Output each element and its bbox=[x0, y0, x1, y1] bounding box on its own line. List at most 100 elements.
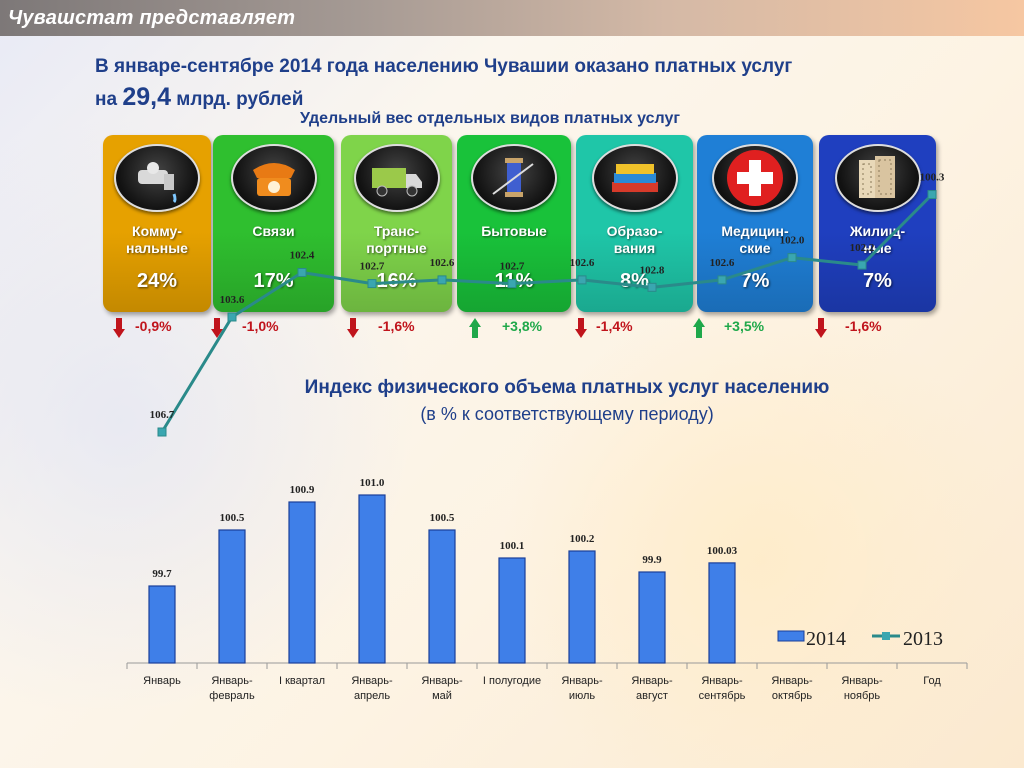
bar-data-label: 99.9 bbox=[642, 554, 662, 566]
tile-share-value: 17% bbox=[253, 270, 294, 292]
line-data-label: 102.6 bbox=[430, 257, 455, 269]
x-tick-label: июль bbox=[569, 690, 596, 702]
tile-label: Медицин-ские bbox=[697, 223, 813, 257]
line-point-2013 bbox=[857, 260, 867, 270]
telephone-icon bbox=[231, 144, 317, 212]
truck-icon bbox=[354, 144, 440, 212]
bar-2014 bbox=[428, 529, 456, 664]
x-tick-label: Январь- bbox=[771, 675, 813, 687]
medical-cross-icon bbox=[712, 144, 798, 212]
arrow-down-icon bbox=[575, 318, 587, 338]
tile-label-line: вания bbox=[613, 240, 656, 256]
tile-label-line: Медицин- bbox=[721, 223, 789, 239]
arrow-up-icon bbox=[693, 318, 705, 338]
x-tick-label: Январь- bbox=[351, 675, 393, 687]
line-data-label: 102.4 bbox=[290, 249, 315, 261]
headline-suffix: млрд. рублей bbox=[171, 89, 304, 110]
legend-bar-swatch bbox=[777, 630, 805, 642]
bar-data-label: 100.5 bbox=[430, 512, 455, 524]
line-data-label: 100.3 bbox=[920, 172, 945, 184]
service-tile: Медицин-ские 7% bbox=[697, 135, 813, 312]
tile-label-line: Связи bbox=[252, 223, 295, 239]
x-tick-label: ноябрь bbox=[844, 690, 881, 702]
x-tick-label: Январь- bbox=[701, 675, 743, 687]
x-tick-label: октябрь bbox=[772, 690, 812, 702]
x-tick-label: Январь- bbox=[841, 675, 883, 687]
tile-label: Связи bbox=[213, 223, 334, 240]
line-data-label: 102.6 bbox=[710, 257, 735, 269]
headline-line-2: на 29,4 млрд. рублей bbox=[95, 82, 975, 115]
tile-change-value: -1,6% bbox=[845, 318, 882, 334]
bar-data-label: 100.5 bbox=[220, 512, 245, 524]
tile-label-line: Транс- bbox=[373, 223, 420, 239]
line-point-2013 bbox=[787, 253, 797, 263]
line-point-2013 bbox=[367, 279, 377, 289]
bar-data-label: 100.03 bbox=[707, 545, 738, 557]
service-tile: Жилищ-ные 7% bbox=[819, 135, 936, 312]
legend-label-2014: 2014 bbox=[806, 628, 846, 650]
bar-2014 bbox=[568, 550, 596, 664]
x-tick-label: Январь- bbox=[421, 675, 463, 687]
bar-2014 bbox=[358, 494, 386, 664]
tile-label: Образо-вания bbox=[576, 223, 693, 257]
line-point-2013 bbox=[297, 267, 307, 277]
service-tile: Транс-портные 16% bbox=[341, 135, 452, 312]
bar-2014 bbox=[288, 501, 316, 664]
tile-label-line: Бытовые bbox=[481, 223, 547, 239]
x-tick-label: I квартал bbox=[279, 675, 325, 687]
line-point-2013 bbox=[717, 275, 727, 285]
bar-2014 bbox=[218, 529, 246, 664]
x-tick-label: май bbox=[432, 690, 452, 702]
arrow-down-icon bbox=[211, 318, 223, 338]
x-tick-label: Январь bbox=[143, 675, 181, 687]
line-data-label: 103.6 bbox=[220, 294, 245, 306]
legend-label-2013: 2013 bbox=[903, 628, 943, 650]
bar-2014 bbox=[148, 585, 176, 664]
faucet-icon bbox=[114, 144, 200, 212]
x-tick-label: август bbox=[636, 690, 668, 702]
x-tick-label: сентябрь bbox=[699, 690, 746, 702]
line-point-2013 bbox=[647, 282, 657, 292]
tile-change-value: -1,0% bbox=[242, 318, 279, 334]
services-subtitle: Удельный вес отдельных видов платных усл… bbox=[300, 110, 681, 127]
sewing-icon bbox=[471, 144, 557, 212]
bar-2014 bbox=[498, 557, 526, 664]
line-2013 bbox=[160, 193, 934, 433]
line-data-label: 102.0 bbox=[780, 235, 805, 247]
x-tick-label: Январь- bbox=[631, 675, 673, 687]
x-tick-label: Январь- bbox=[561, 675, 603, 687]
line-data-label: 102.7 bbox=[500, 261, 525, 273]
tile-label: Комму-нальные bbox=[103, 223, 211, 257]
tile-change-value: -1,6% bbox=[378, 318, 415, 334]
tile-change-value: -1,4% bbox=[596, 318, 633, 334]
line-data-label: 102.8 bbox=[640, 264, 665, 276]
arrow-down-icon bbox=[815, 318, 827, 338]
header-title: Чувашстат представляет bbox=[8, 7, 296, 29]
apartment-icon bbox=[835, 144, 921, 212]
chart-subtitle: (в % к соответствующему периоду) bbox=[420, 404, 714, 424]
tile-change-value: +3,8% bbox=[502, 318, 543, 334]
tile-share-value: 7% bbox=[740, 270, 770, 292]
headline-prefix: на bbox=[95, 89, 123, 110]
line-point-2013 bbox=[577, 275, 587, 285]
x-tick-label: февраль bbox=[209, 690, 255, 702]
books-icon bbox=[592, 144, 678, 212]
x-tick-label: апрель bbox=[354, 690, 390, 702]
bar-data-label: 101.0 bbox=[360, 477, 385, 489]
line-point-2013 bbox=[227, 312, 237, 322]
bar-data-label: 100.9 bbox=[290, 484, 315, 496]
x-tick-label: Январь- bbox=[211, 675, 253, 687]
x-tick-label: Год bbox=[923, 675, 941, 687]
tile-change-value: +3,5% bbox=[724, 318, 765, 334]
headline-amount: 29,4 bbox=[122, 83, 171, 111]
bar-2014 bbox=[638, 571, 666, 664]
bar-data-label: 99.7 bbox=[152, 568, 172, 580]
line-data-label: 106.7 bbox=[150, 409, 175, 421]
tile-label-line: Комму- bbox=[132, 223, 182, 239]
bar-data-label: 100.2 bbox=[570, 533, 595, 545]
line-data-label: 102.7 bbox=[360, 261, 385, 273]
line-point-2013 bbox=[437, 275, 447, 285]
tile-label: Бытовые bbox=[457, 223, 571, 240]
line-point-2013 bbox=[927, 190, 937, 200]
